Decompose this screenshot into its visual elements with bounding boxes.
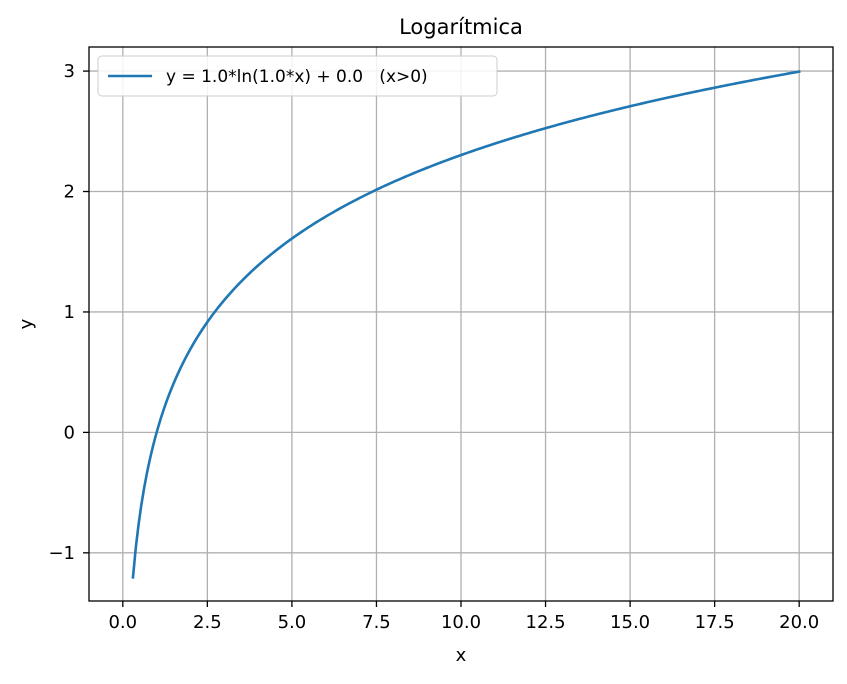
legend-box (97, 55, 498, 97)
y-tick-label: 3 (64, 61, 75, 82)
x-tick-label: 12.5 (526, 612, 566, 633)
series-line (131, 70, 801, 579)
ticks: 0.0 2.5 5.0 7.5 10.0 12.5 15.0 17.5 20.0 −1 0 1 2 3 (48, 61, 819, 633)
x-tick-label: 5.0 (278, 612, 307, 633)
x-tick-label: 7.5 (362, 612, 391, 633)
x-tick-label: 0.0 (108, 612, 137, 633)
x-tick-label: 10.0 (441, 612, 481, 633)
x-tick-label: 20.0 (779, 612, 819, 633)
x-tick-label: 2.5 (193, 612, 222, 633)
legend: y = 1.0*ln(1.0*x) + 0.0 (x>0) (97, 55, 498, 97)
y-tick-label: −1 (48, 543, 75, 564)
y-axis-title: y (16, 318, 37, 329)
x-axis-title: x (456, 645, 467, 666)
y-tick-label: 0 (64, 422, 75, 443)
chart-title: Logarítmica (399, 15, 523, 39)
series-layer (131, 70, 801, 579)
x-tick-label: 17.5 (695, 612, 735, 633)
y-tick-label: 2 (64, 182, 75, 203)
legend-label: y = 1.0*ln(1.0*x) + 0.0 (x>0) (166, 67, 428, 87)
x-tick-label: 15.0 (610, 612, 650, 633)
y-tick-label: 1 (64, 302, 75, 323)
